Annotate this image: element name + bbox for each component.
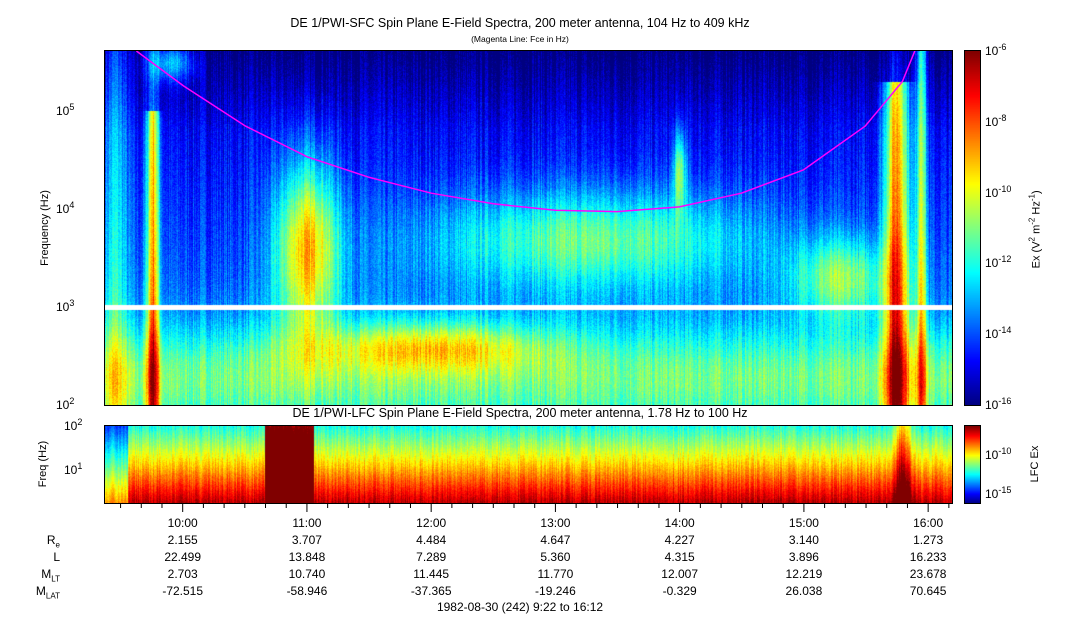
- lfc-colorbar-label: LFC Ex: [1029, 445, 1041, 483]
- ephemeris-value: -58.946: [286, 584, 328, 598]
- ephemeris-value: 11.445: [413, 567, 450, 581]
- fce-polyline: [135, 51, 916, 213]
- sfc-spectrogram-canvas: [105, 51, 952, 405]
- sfc-colorbar-tick-label: 10-14: [985, 325, 1012, 342]
- sfc-colorbar-tick-label: 10-16: [985, 396, 1012, 412]
- time-tick-label: 10:00: [167, 516, 198, 530]
- time-tick-label: 12:00: [416, 516, 447, 530]
- ephemeris-value: 4.484: [416, 533, 447, 547]
- lfc-title: DE 1/PWI-LFC Spin Plane E-Field Spectra,…: [292, 406, 748, 420]
- sfc-spectrogram: [104, 50, 953, 406]
- ephemeris-value: 12.007: [661, 567, 698, 581]
- ephemeris-value: 2.155: [167, 533, 198, 547]
- ephemeris-value: -0.329: [662, 584, 697, 598]
- sfc-y-tick-label: 102: [56, 396, 75, 412]
- ephemeris-value: 5.360: [540, 550, 571, 564]
- sfc-colorbar-tick-label: 10-6: [985, 42, 1007, 58]
- lfc-colorbar: [964, 425, 981, 504]
- chart-subtitle: (Magenta Line: Fce in Hz): [471, 34, 569, 44]
- ephemeris-value: 3.140: [788, 533, 819, 547]
- ephemeris-row-label: L: [53, 550, 60, 564]
- ephemeris-value: 26.038: [785, 584, 823, 598]
- sfc-y-tick-label: 103: [56, 297, 75, 314]
- ephemeris-value: 1.273: [913, 533, 944, 547]
- sfc-colorbar: [964, 50, 981, 406]
- ephemeris-value: -37.365: [410, 584, 452, 598]
- sfc-y-tick-label: 105: [56, 101, 75, 118]
- ephemeris-value: 10.740: [288, 567, 326, 581]
- sfc-y-axis-label: Frequency (Hz): [39, 190, 51, 266]
- sfc-colorbar-tick-label: 10-8: [985, 112, 1007, 129]
- time-tick-label: 14:00: [664, 516, 695, 530]
- sfc-colorbar-tick-label: 10-10: [985, 183, 1012, 200]
- ephemeris-value: 3.707: [291, 533, 322, 547]
- ephemeris-value: 23.678: [909, 567, 947, 581]
- fce-line: [135, 51, 916, 213]
- time-tick-label: 15:00: [788, 516, 819, 530]
- lfc-y-axis-label: Freq (Hz): [37, 440, 49, 488]
- ephemeris-value: 7.289: [416, 550, 447, 564]
- ephemeris-value: 4.647: [540, 533, 571, 547]
- ephemeris-row-label: MLT: [41, 567, 60, 584]
- lfc-y-tick-label: 102: [64, 417, 83, 433]
- lfc-colorbar-tick-label: 10-10: [985, 446, 1012, 462]
- ephemeris-value: 13.848: [288, 550, 326, 564]
- ephemeris-value: 4.227: [664, 533, 695, 547]
- ephemeris-value: -72.515: [162, 584, 204, 598]
- time-axis-ticks: [120, 504, 950, 512]
- ephemeris-row-label: MLAT: [35, 584, 60, 601]
- sfc-y-tick-label: 104: [56, 199, 75, 216]
- ephemeris-value: 2.703: [167, 567, 198, 581]
- ephemeris-value: -19.246: [535, 584, 576, 598]
- time-range-footer: 1982-08-30 (242) 9:22 to 16:12: [436, 600, 604, 614]
- ephemeris-value: 70.645: [909, 584, 947, 598]
- lfc-spectrogram: [104, 425, 953, 504]
- ephemeris-value: 22.499: [164, 550, 202, 564]
- lfc-colorbar-tick-label: 10-15: [985, 485, 1012, 501]
- sfc-colorbar-tick-label: 10-12: [985, 254, 1012, 271]
- ephemeris-row-label: Re: [46, 533, 60, 550]
- time-tick-label: 16:00: [913, 516, 944, 530]
- ephemeris-value: 4.315: [664, 550, 695, 564]
- time-tick-label: 13:00: [540, 516, 571, 530]
- ephemeris-value: 12.219: [785, 567, 823, 581]
- ephemeris-value: 3.896: [788, 550, 819, 564]
- ephemeris-value: 11.770: [537, 567, 574, 581]
- sfc-colorbar-label: Ex (V2 m-2 Hz-1): [1027, 190, 1043, 269]
- lfc-y-tick-label: 101: [64, 461, 83, 477]
- time-tick-label: 11:00: [292, 516, 322, 530]
- ephemeris-value: 16.233: [909, 550, 947, 564]
- chart-title: DE 1/PWI-SFC Spin Plane E-Field Spectra,…: [290, 16, 750, 30]
